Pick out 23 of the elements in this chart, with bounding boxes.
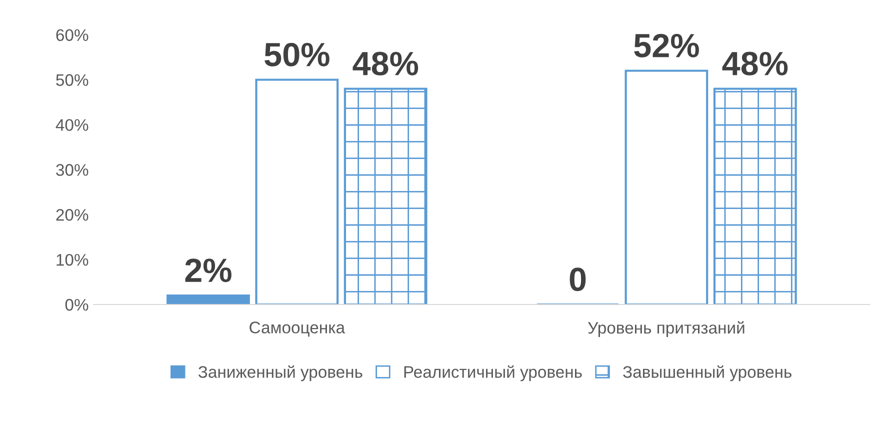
legend-label: Завышенный уровень <box>623 365 792 382</box>
bar <box>624 70 708 304</box>
y-tick-label: 50% <box>56 74 88 86</box>
bar <box>344 88 428 304</box>
data-label: 0 <box>570 268 586 292</box>
y-tick-label: 40% <box>56 119 88 131</box>
data-label: 48% <box>352 52 418 76</box>
x-tick-label: Самооценка <box>250 322 346 337</box>
data-label: 50% <box>264 42 330 66</box>
y-tick-label: 60% <box>56 29 88 42</box>
legend-label: Заниженный уровень <box>198 365 362 382</box>
y-tick-label: 0% <box>65 298 88 311</box>
x-tick-label: Уровень притязаний <box>588 321 744 337</box>
data-label: 2% <box>185 258 232 282</box>
bar <box>713 88 797 304</box>
bar <box>166 294 250 304</box>
bar <box>255 78 339 304</box>
y-tick-label: 30% <box>56 164 88 176</box>
y-tick-label: 20% <box>56 209 88 221</box>
legend-label: Реалистичный уровень <box>404 365 582 382</box>
data-label: 48% <box>722 52 788 76</box>
data-label: 52% <box>634 34 699 58</box>
y-tick-label: 10% <box>56 254 88 266</box>
